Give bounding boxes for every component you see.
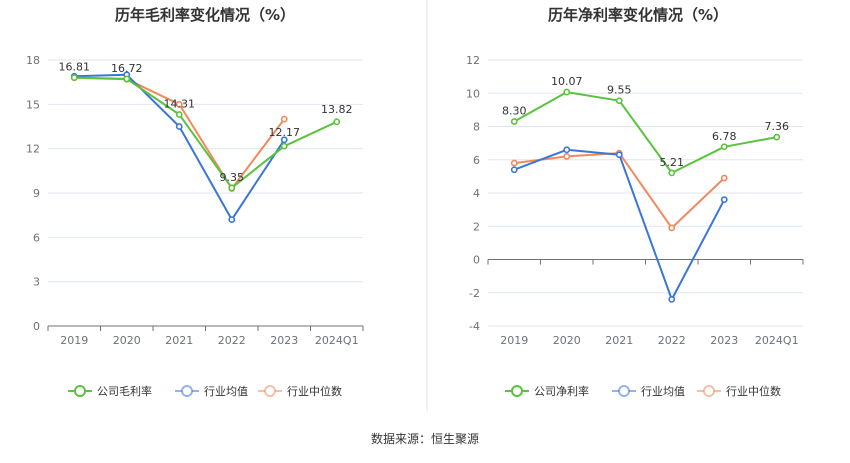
y-tick-label: 12: [26, 143, 40, 156]
y-tick-label: 6: [33, 231, 40, 244]
data-label: 13.82: [321, 103, 353, 116]
data-label: 5.21: [660, 156, 685, 169]
data-point: [615, 151, 623, 159]
x-tick-label: 2024Q1: [315, 334, 359, 347]
data-label: 7.36: [765, 120, 790, 133]
legend-label: 行业均值: [641, 385, 685, 398]
x-tick-label: 2021: [605, 334, 633, 347]
data-point: [175, 123, 183, 130]
data-point: [280, 142, 288, 150]
data-point: [175, 100, 183, 108]
legend-label: 公司净利率: [534, 384, 589, 398]
data-point: [228, 184, 236, 192]
x-tick-label: 2023: [710, 334, 738, 347]
legend-label: 行业均值: [204, 385, 248, 398]
data-label: 10.07: [551, 75, 583, 88]
legend-item: 公司毛利率: [68, 384, 152, 398]
legend-item: 行业中位数: [258, 384, 342, 398]
y-tick-label: 4: [473, 187, 480, 200]
y-tick-label: 9: [33, 187, 40, 200]
y-tick-label: 12: [466, 54, 480, 67]
legend-label: 行业中位数: [726, 384, 781, 398]
data-label: 8.30: [502, 105, 527, 118]
data-point: [280, 115, 288, 123]
y-tick-label: 3: [33, 276, 40, 289]
data-point: [123, 75, 131, 83]
chart-title: 历年净利率变化情况（%）: [548, 6, 728, 24]
series-line: [513, 91, 777, 174]
legend-swatch-marker: [74, 385, 86, 397]
data-point: [280, 136, 288, 144]
legend-swatch-marker: [703, 385, 715, 397]
y-tick-label: 10: [466, 87, 480, 100]
data-point: [720, 143, 728, 151]
legend-label: 公司毛利率: [97, 384, 152, 398]
data-point: [615, 97, 623, 105]
series-line: [514, 152, 725, 229]
x-tick-label: 2020: [113, 334, 141, 347]
series-line: [74, 73, 286, 221]
legend-label: 行业中位数: [287, 384, 342, 398]
data-point: [668, 295, 676, 303]
data-label: 16.72: [111, 62, 143, 75]
data-label: 12.17: [269, 126, 301, 139]
legend-item: 行业均值: [612, 385, 685, 398]
data-point: [720, 196, 728, 204]
legend-item: 行业均值: [175, 385, 248, 398]
legend-item: 行业中位数: [697, 384, 781, 398]
data-point: [563, 153, 571, 160]
data-point: [510, 118, 518, 125]
chart-1: 历年毛利率变化情况（%） 0 3 6 9 12 15 18 2019 2020 2021 2022 20…: [26, 6, 364, 398]
data-label: 9.55: [607, 84, 632, 97]
legend-item: 公司净利率: [505, 384, 589, 398]
y-tick-label: 2: [473, 220, 480, 233]
data-point: [668, 169, 676, 177]
data-label: 6.78: [712, 130, 737, 143]
y-tick-label: 18: [26, 54, 40, 67]
data-label: 16.81: [59, 61, 91, 74]
source-note: 数据来源：恒生聚源: [371, 431, 479, 446]
x-tick-label: 2019: [500, 334, 528, 347]
chart-2: 历年净利率变化情况（%） -4 -2 0 2 4 6 8 10 12 2019 2020 2021 202…: [466, 6, 804, 398]
chart-title: 历年毛利率变化情况（%）: [115, 6, 295, 24]
series-line: [513, 148, 726, 301]
x-tick-label: 2021: [165, 334, 193, 347]
data-point: [510, 166, 518, 174]
y-tick-label: 8: [473, 121, 480, 134]
legend-swatch-marker: [618, 385, 630, 397]
x-tick-label: 2022: [658, 334, 686, 347]
x-tick-label: 2024Q1: [755, 334, 799, 347]
data-point: [175, 111, 183, 118]
data-label: 9.35: [220, 171, 245, 184]
data-point: [668, 224, 676, 232]
data-point: [333, 118, 341, 126]
x-tick-label: 2023: [270, 334, 298, 347]
data-point: [720, 174, 728, 182]
legend-swatch-marker: [181, 385, 193, 397]
data-point: [70, 74, 78, 81]
y-tick-label: -4: [469, 320, 480, 333]
data-point: [563, 88, 571, 96]
y-tick-label: 6: [473, 154, 480, 167]
x-tick-label: 2019: [60, 334, 88, 347]
y-tick-label: 0: [473, 254, 480, 267]
y-tick-label: 0: [33, 320, 40, 333]
x-tick-label: 2020: [553, 334, 581, 347]
x-tick-label: 2022: [218, 334, 246, 347]
series-line: [74, 76, 338, 189]
data-point: [563, 146, 571, 154]
y-tick-label: -2: [469, 287, 480, 300]
y-tick-label: 15: [26, 98, 40, 111]
data-point: [510, 159, 518, 167]
data-point: [773, 133, 781, 141]
legend-swatch-marker: [264, 385, 276, 397]
data-point: [228, 216, 236, 223]
data-label: 14.31: [164, 98, 196, 111]
legend-swatch-marker: [511, 385, 523, 397]
